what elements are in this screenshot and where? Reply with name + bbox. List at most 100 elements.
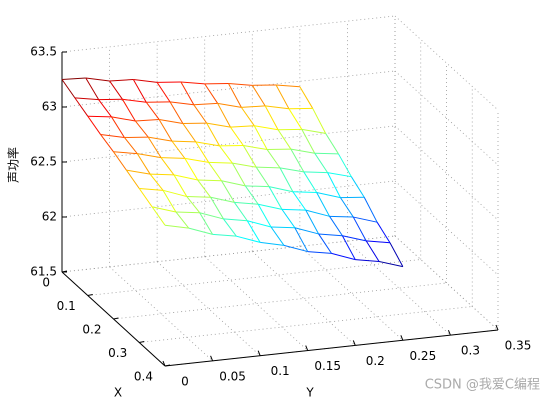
mesh-edge [159, 118, 183, 125]
y-tick [447, 329, 451, 336]
mesh-edge [223, 218, 248, 222]
z-tick-label: 63.5 [30, 45, 57, 59]
grid-line [61, 180, 396, 218]
x-tick [113, 317, 119, 320]
mesh-edge [305, 209, 320, 235]
mesh-edge [219, 145, 233, 164]
y-tick-label: 0.3 [461, 344, 480, 358]
mesh-edge [318, 233, 343, 237]
mesh-edge [230, 126, 244, 146]
mesh-edge [245, 185, 270, 188]
z-tick-label: 62 [42, 210, 57, 224]
mesh-edge [303, 171, 318, 193]
grid-line [61, 125, 396, 163]
mesh-edge [312, 108, 327, 134]
mesh-edge [265, 105, 290, 110]
mesh-edge [266, 149, 281, 169]
grid-line [87, 259, 421, 296]
mesh-edge [184, 158, 199, 181]
mesh-edge [85, 77, 110, 82]
mesh-edge [126, 169, 151, 175]
mesh-edge [180, 81, 195, 106]
grid-line [113, 282, 447, 320]
y-tick-label: 0.25 [409, 349, 436, 363]
mesh-edge [276, 84, 300, 88]
mesh-edge [342, 235, 367, 242]
mesh-edge [199, 212, 214, 235]
watermark: CSDN @我爱C编程 [425, 378, 540, 393]
y-tick [257, 350, 261, 356]
mesh-edge [353, 216, 378, 223]
mesh-edge [212, 233, 237, 237]
mesh-edge [186, 196, 211, 198]
mesh-edge [208, 161, 233, 164]
y-tick [400, 335, 404, 341]
mesh-edge [299, 86, 314, 109]
mesh-edge [327, 172, 352, 178]
mesh-edge [113, 151, 127, 171]
mesh-edge [236, 235, 261, 243]
y-axis-label: Y [305, 386, 314, 400]
mesh-edge [279, 167, 304, 173]
mesh-edge [125, 169, 140, 189]
mesh-edge [109, 78, 134, 82]
mesh-edge [132, 79, 147, 103]
y-tick-label: 0 [181, 375, 189, 389]
mesh-edge [197, 179, 212, 198]
mesh-edge [145, 101, 160, 120]
mesh-edge [175, 211, 190, 229]
mesh-edge [279, 167, 294, 192]
grid-line [61, 15, 396, 53]
mesh-edge [188, 227, 213, 235]
x-tick [139, 341, 145, 343]
mesh-edge [61, 79, 76, 99]
mesh-edge [365, 240, 380, 262]
mesh-edge [136, 153, 151, 175]
mesh-edge [184, 157, 209, 163]
mesh-edge [139, 188, 164, 191]
grid-line [394, 180, 499, 276]
x-tick-label: 0 [42, 276, 50, 290]
x-tick [61, 270, 68, 273]
mesh-edge [378, 260, 403, 268]
mesh-edge [281, 209, 296, 229]
x-tick-label: 0.3 [108, 346, 127, 360]
z-tick-label: 62.5 [30, 155, 57, 169]
mesh-edge [161, 157, 185, 159]
mesh-edge [173, 174, 188, 197]
mesh-edge [175, 211, 200, 214]
mesh-edge [180, 81, 205, 85]
mesh-edge [260, 241, 284, 246]
mesh-edge [316, 192, 330, 217]
mesh-edge [206, 122, 231, 128]
mesh-edge [303, 171, 328, 174]
mesh-edge [111, 116, 136, 122]
mesh-edge [290, 148, 305, 173]
y-tick-label: 0.15 [314, 359, 341, 373]
mesh-edge [292, 191, 317, 193]
mesh-edge [223, 218, 237, 237]
mesh-edge [228, 83, 253, 86]
y-tick [352, 340, 356, 346]
grid-line [61, 70, 396, 108]
grid-line [394, 70, 499, 166]
mesh-edge [158, 119, 173, 142]
mesh-edge [152, 206, 177, 213]
mesh-edge [160, 157, 175, 176]
mesh-edge [87, 115, 112, 118]
mesh-edge [292, 191, 307, 211]
mesh-edge [230, 125, 255, 128]
mesh-edge [254, 125, 279, 131]
mesh-edge [257, 203, 272, 228]
mesh-edge [195, 141, 220, 147]
mesh-edge [316, 191, 341, 199]
x-tick [164, 364, 171, 367]
mesh-edge [169, 101, 184, 124]
mesh-edge [232, 162, 257, 168]
mesh-edge [109, 80, 123, 100]
mesh-edge [193, 102, 218, 106]
mesh-edge [164, 224, 189, 229]
grid-line [394, 235, 499, 331]
mesh-edge [204, 83, 219, 104]
x-tick [87, 294, 93, 296]
